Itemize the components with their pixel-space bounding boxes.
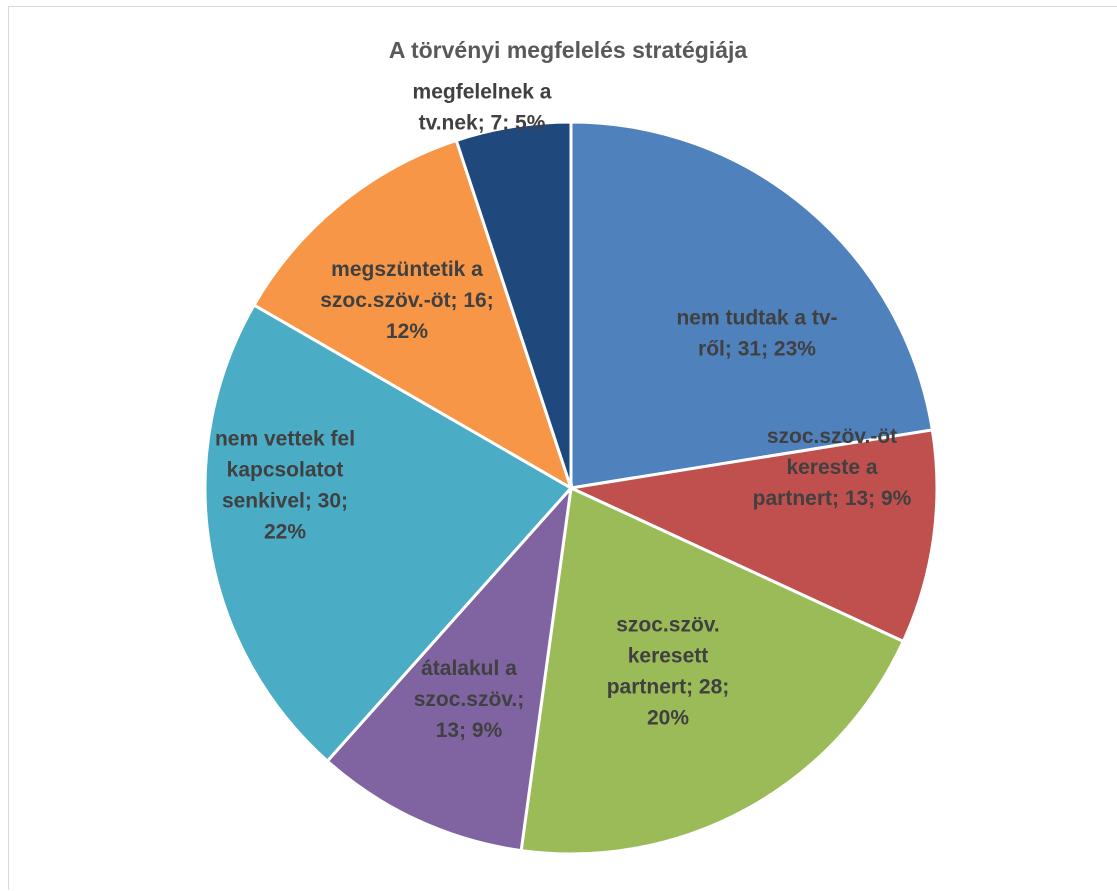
slice-label-line: tv.nek; 7; 5%	[419, 112, 546, 135]
slice-label-7: megfelelnek a tv.nek; 7; 5%	[413, 81, 552, 135]
slice-label-line: nem vettek fel	[215, 428, 355, 451]
slice-label-line: megszüntetik a	[331, 258, 483, 281]
slice-label-line: ről; 31; 23%	[698, 338, 816, 361]
pie-slice-3	[519, 485, 906, 856]
pie-chart: A törvényi megfelelés stratégiája nem tu…	[203, 37, 939, 856]
slice-label-line: megfelelnek a	[413, 81, 552, 104]
slice-label-6: megszüntetik a szoc.szöv.-öt; 16; 12%	[320, 258, 493, 343]
labels-layer: nem tudtak a tv-ről; 31; 23% szoc.szöv.-ö…	[215, 81, 912, 743]
slice-label-line: partnert; 28;	[607, 676, 730, 699]
slice-label-line: partnert; 13; 9%	[753, 487, 912, 510]
slice-label-line: senkivel; 30;	[222, 490, 348, 513]
pie-slice-6	[251, 138, 574, 492]
slice-label-line: szoc.szöv.-öt	[767, 425, 897, 448]
slice-label-line: keresett	[628, 645, 709, 668]
pie-slice-4	[325, 483, 574, 853]
slice-label-line: 22%	[264, 521, 306, 544]
slice-label-line: szoc.szöv.;	[414, 688, 524, 711]
slice-label-line: nem tudtak a tv-	[676, 307, 837, 330]
slices-layer	[203, 120, 939, 856]
slice-label-line: kapcsolatot	[227, 459, 344, 482]
slice-label-line: szoc.szöv.	[616, 614, 719, 637]
pie-slice-1	[569, 120, 935, 490]
pie-slice-7	[454, 120, 573, 489]
pie-slice-2	[565, 428, 939, 644]
chart-frame: A törvényi megfelelés stratégiája nem tu…	[8, 6, 1117, 890]
slice-label-4: átalakul a szoc.szöv.; 13; 9%	[414, 657, 524, 742]
slice-label-2: szoc.szöv.-öt kereste a partnert; 13; 9%	[753, 425, 912, 510]
slice-label-line: 12%	[386, 320, 428, 343]
slice-label-line: kereste a	[786, 456, 877, 479]
slice-label-5: nem vettek fel kapcsolatot senkivel; 30; 22…	[215, 428, 355, 544]
slice-label-3: szoc.szöv. keresett partnert; 28; 20%	[607, 614, 730, 730]
slice-label-line: 13; 9%	[436, 719, 503, 742]
slice-label-line: 20%	[647, 707, 689, 730]
slice-label-line: átalakul a	[421, 657, 517, 680]
chart-title: A törvényi megfelelés stratégiája	[389, 37, 748, 63]
slice-label-line: szoc.szöv.-öt; 16;	[320, 289, 493, 312]
pie-slice-5	[203, 302, 574, 764]
slice-label-1: nem tudtak a tv-ről; 31; 23%	[676, 307, 837, 361]
